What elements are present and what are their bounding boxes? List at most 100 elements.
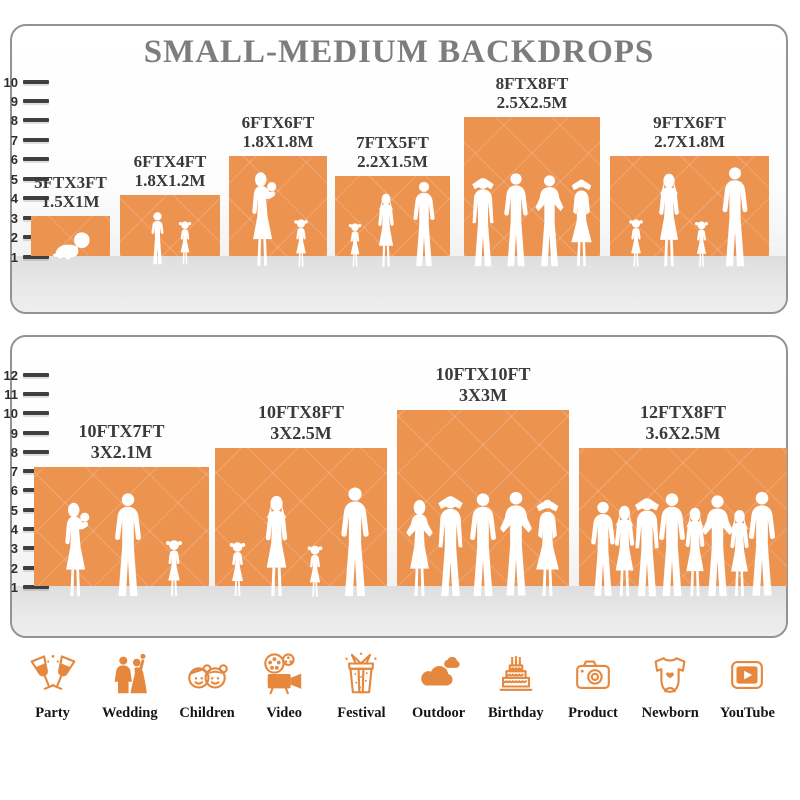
silhouette-man	[114, 493, 141, 597]
backdrop-10x8: 10FTX8FT 3X2.5M	[215, 402, 387, 597]
ruler-tick-mark	[23, 411, 49, 415]
ruler-tick-label: 7	[10, 132, 18, 148]
ruler-tick-mark	[23, 450, 49, 454]
category-label: Wedding	[102, 705, 158, 721]
ruler-tick: 10	[1, 74, 49, 90]
silhouette-girl	[294, 219, 308, 267]
silhouette-boy	[151, 212, 163, 265]
ruler-tick-mark	[23, 177, 49, 181]
ruler-tick-label: 4	[10, 190, 18, 206]
category-birthday: Birthday	[477, 652, 554, 722]
backdrop-7x5: 7FTX5FT 2.2X1.5M	[335, 133, 450, 267]
ruler-tick-label: 12	[3, 367, 18, 383]
backdrop-size-label: 6FTX6FT 1.8X1.8M	[241, 112, 315, 152]
ruler-tick-mark	[23, 157, 49, 161]
top-panel: SMALL-MEDIUM BACKDROPS 10 9 8 7 6 5 4 3 …	[4, 24, 788, 314]
silhouette-woman	[265, 495, 288, 597]
silhouette-girl	[348, 223, 361, 267]
ruler-tick: 10	[1, 405, 49, 421]
ruler-tick: 8	[1, 444, 49, 460]
silhouette-mother-holding-child	[64, 502, 89, 597]
backdrop-6x6: 6FTX6FT 1.8X1.8M	[229, 113, 327, 267]
ruler-tick: 6	[1, 151, 49, 167]
ruler-tick: 4	[1, 190, 49, 206]
backdrop-panel	[579, 448, 787, 597]
silhouette-girl	[229, 542, 246, 596]
ruler-tick-label: 7	[10, 463, 18, 479]
ruler-tick-mark	[23, 118, 49, 122]
wedding-couple-icon	[114, 653, 147, 694]
ruler-tick-mark	[23, 99, 49, 103]
backdrop-8x8: 8FTX8FT 2.5X2.5M	[464, 74, 600, 267]
silhouette-girl	[307, 545, 323, 597]
children-faces-icon	[188, 664, 228, 689]
silhouette-woman-with-hat	[535, 499, 559, 596]
silhouette-man	[341, 487, 369, 597]
youtube-play-icon	[731, 661, 764, 689]
ruler-tick: 7	[1, 132, 49, 148]
backdrop-6x4: 6FTX4FT 1.8X1.2M	[120, 152, 220, 265]
backdrop-panel	[229, 156, 327, 267]
category-label: Children	[179, 705, 235, 721]
ruler-tick: 12	[1, 367, 49, 383]
silhouette-man	[412, 181, 435, 266]
category-label: YouTube	[719, 705, 775, 721]
ruler-tick-label: 8	[10, 112, 18, 128]
ruler-tick-label: 9	[10, 425, 18, 441]
backdrop-panel	[610, 156, 769, 267]
ruler-tick: 1	[1, 579, 49, 595]
silhouette-girl	[694, 221, 708, 267]
ruler-tick: 11	[1, 386, 49, 402]
ruler-tick-mark	[23, 392, 49, 396]
ruler-tick-label: 2	[10, 229, 18, 245]
ruler-tick-label: 10	[3, 74, 18, 90]
ruler-tick-label: 6	[10, 151, 18, 167]
backdrop-size-label: 5FTX3FT 1.5X1M	[34, 172, 107, 212]
ruler-tick: 8	[1, 112, 49, 128]
ruler-tick-mark	[23, 138, 49, 142]
ruler-tick-label: 8	[10, 444, 18, 460]
ruler-tick-label: 4	[10, 521, 18, 537]
ruler-tick: 5	[1, 171, 49, 187]
category-product: Product	[554, 652, 631, 722]
ruler-tick-mark	[23, 196, 49, 200]
category-children: Children	[168, 652, 245, 722]
silhouette-man-hands-behind-head	[472, 178, 494, 267]
floor-area	[12, 586, 786, 636]
silhouette-man-hands-on-hips	[535, 175, 564, 267]
baby-onesie-icon	[654, 657, 686, 693]
backdrop-5x3: 5FTX3FT 1.5X1M	[31, 173, 110, 260]
bottom-panel: 12 11 10 9 8 7 6 5 4 3 2 1 10FTX7FT 3X2.…	[4, 335, 788, 638]
category-festival: Festival	[323, 652, 400, 722]
backdrop-10x10: 10FTX10FT 3X3M	[397, 364, 569, 597]
floor-area	[12, 256, 786, 312]
ruler-tick-label: 5	[10, 171, 18, 187]
category-label: Product	[568, 705, 618, 721]
backdrop-panel	[31, 216, 110, 260]
backdrop-10x7: 10FTX7FT 3X2.1M	[34, 421, 209, 597]
birthday-cake-icon	[499, 656, 533, 691]
category-party: Party	[14, 652, 91, 722]
category-row: Party Wedding	[0, 652, 800, 722]
ruler-tick-label: 3	[10, 540, 18, 556]
category-video: Video	[246, 652, 323, 722]
ruler-tick-label: 1	[10, 579, 18, 595]
backdrop-panel	[215, 448, 387, 597]
ruler-tick: 9	[1, 93, 49, 109]
backdrop-size-label: 7FTX5FT 2.2X1.5M	[356, 132, 429, 172]
photo-camera-icon	[576, 660, 610, 689]
ruler-tick-label: 6	[10, 482, 18, 498]
category-label: Video	[266, 705, 303, 721]
backdrop-panel	[120, 195, 220, 265]
backdrop-size-label: 6FTX4FT 1.8X1.2M	[133, 151, 207, 191]
ruler-tick-mark	[23, 373, 49, 377]
gift-box-icon	[345, 652, 377, 694]
category-label: Outdoor	[412, 705, 466, 721]
silhouette-woman-with-hat	[571, 179, 592, 267]
clouds-icon	[420, 656, 460, 686]
ruler-tick-label: 2	[10, 560, 18, 576]
ruler-tick-label: 10	[3, 405, 18, 421]
category-newborn: Newborn	[632, 652, 709, 722]
ruler-tick: 1	[1, 249, 49, 265]
